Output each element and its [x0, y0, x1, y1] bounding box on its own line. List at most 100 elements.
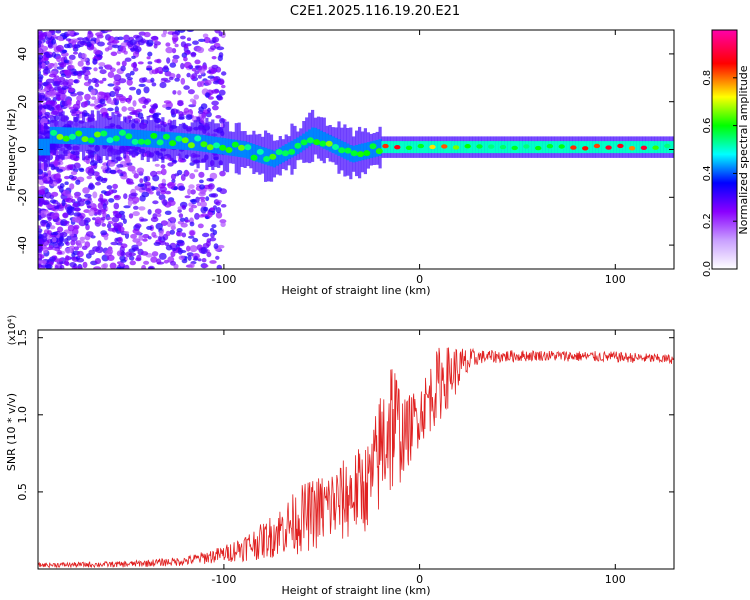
ridge-blob — [106, 137, 114, 144]
noise-cell — [211, 64, 219, 69]
noise-cell — [94, 98, 99, 105]
noise-cell — [160, 168, 167, 176]
noise-cell — [201, 64, 208, 71]
noise-cell — [136, 241, 143, 247]
noise-cell — [120, 243, 128, 249]
noise-cell — [117, 36, 124, 41]
noise-cell — [170, 260, 176, 266]
noise-cell — [74, 206, 81, 212]
noise-cell — [211, 224, 217, 229]
x-tick-label: 0 — [416, 273, 423, 286]
y-tick-label: 0 — [16, 146, 29, 153]
ridge-blob — [617, 143, 624, 149]
noise-cell — [111, 216, 120, 223]
ridge-core-cell — [622, 141, 626, 154]
noise-cell — [115, 95, 121, 101]
noise-cell — [131, 55, 136, 60]
noise-cell — [210, 193, 219, 198]
noise-cell — [107, 83, 115, 87]
noise-cell — [202, 264, 209, 268]
ridge-core-cell — [40, 138, 45, 156]
ridge-blob — [181, 137, 189, 144]
noise-cell — [52, 237, 57, 243]
noise-cell — [85, 231, 94, 237]
noise-cell — [77, 60, 84, 67]
noise-cell — [66, 209, 73, 214]
ridge-core-cell — [311, 127, 315, 145]
noise-cell — [194, 59, 201, 65]
ridge-blob — [275, 149, 283, 156]
noise-cell — [64, 69, 72, 77]
noise-cell — [201, 213, 208, 217]
noise-cell — [135, 35, 144, 43]
noise-cell — [116, 61, 121, 66]
ridge-core-cell — [313, 127, 318, 145]
noise-cell — [193, 94, 200, 100]
noise-cell — [184, 195, 191, 199]
ridge-core-cell — [575, 141, 579, 154]
noise-cell — [55, 154, 60, 162]
colorbar-axes: 0.0 0.2 0.4 0.6 0.8 — [702, 70, 737, 277]
noise-cell — [200, 117, 205, 125]
noise-cell — [153, 241, 161, 246]
ridge-blob — [50, 129, 58, 136]
noise-cell — [141, 191, 150, 198]
noise-cell — [197, 223, 204, 229]
noise-cell — [55, 44, 64, 52]
noise-cell — [194, 212, 200, 220]
noise-cell — [129, 86, 136, 91]
noise-cell — [138, 83, 146, 87]
y-tick-label: 1.0 — [16, 406, 29, 424]
ridge-blob — [269, 153, 277, 160]
noise-cell — [38, 262, 41, 269]
noise-cell — [221, 71, 227, 76]
ridge-core-cell — [554, 141, 558, 154]
noise-cell — [197, 110, 204, 114]
noise-cell — [118, 78, 127, 84]
noise-cell — [148, 266, 154, 269]
noise-cell — [38, 186, 43, 191]
noise-cell — [200, 201, 207, 208]
noise-cell — [193, 255, 198, 261]
ridge-blob — [87, 137, 95, 144]
noise-cell — [154, 67, 159, 74]
noise-cell — [213, 243, 219, 250]
noise-cell — [73, 224, 80, 230]
noise-cell — [64, 181, 69, 185]
ridge-core-cell — [275, 149, 279, 166]
noise-cell — [75, 70, 83, 74]
ridge-core-cell — [149, 130, 153, 148]
noise-cell — [84, 217, 91, 223]
ridge-blob — [162, 133, 170, 140]
noise-cell — [41, 62, 46, 68]
y-tick-label: 20 — [16, 95, 29, 109]
ridge-blob — [300, 139, 308, 146]
noise-cell — [201, 111, 207, 119]
colorbar: 0.0 0.2 0.4 0.6 0.8 Normalized spectral ampl… — [702, 29, 750, 277]
noise-cell — [181, 204, 186, 209]
ridge-blob — [225, 147, 233, 153]
ridge-core-cell — [102, 128, 106, 146]
noise-cell — [51, 38, 56, 45]
ridge-core-cell — [316, 129, 321, 146]
noise-cell — [132, 211, 140, 217]
noise-cell — [102, 203, 107, 210]
snr-ylabel: SNR (10 * v/v) — [5, 393, 18, 471]
noise-cell — [215, 201, 221, 206]
noise-cell — [123, 231, 130, 235]
ridge-blob — [150, 132, 158, 139]
ridge-blob — [144, 139, 152, 146]
noise-cell — [99, 80, 104, 84]
noise-cell — [129, 70, 135, 76]
noise-cell — [192, 237, 199, 243]
noise-cell — [65, 255, 70, 262]
noise-cell — [170, 108, 175, 116]
noise-cell — [123, 193, 128, 200]
y-tick-label: -40 — [16, 236, 29, 254]
noise-cell — [172, 37, 177, 45]
noise-cell — [183, 61, 192, 69]
noise-cell — [38, 214, 42, 221]
noise-cell — [104, 47, 110, 52]
noise-cell — [158, 230, 164, 237]
ridge-core-cell — [589, 141, 594, 154]
